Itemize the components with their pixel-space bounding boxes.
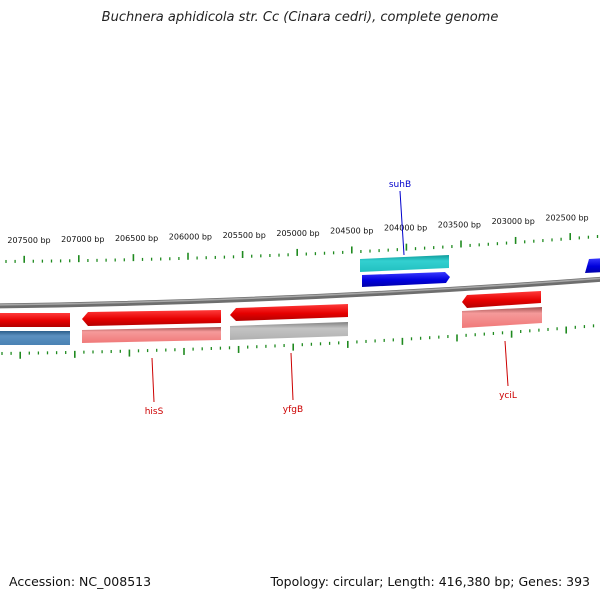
scale-labels: 207500 bp 207000 bp 206500 bp 206000 bp 2055… — [7, 213, 588, 244]
genome-summary: Topology: circular; Length: 416,380 bp; … — [270, 574, 591, 589]
scale-label: 206500 bp — [115, 234, 158, 243]
gene-yciL-arrow[interactable] — [462, 291, 541, 308]
gene-label-suhB[interactable]: suhB — [389, 180, 411, 190]
gene-yciL-pink-segment[interactable] — [462, 307, 542, 328]
gene-label-yfgB[interactable]: yfgB — [283, 405, 303, 415]
yciL-callout-line — [504, 340, 509, 387]
gene-yfgB-grey-segment[interactable] — [230, 322, 348, 340]
suhB-callout-line — [399, 190, 405, 256]
scale-label: 204000 bp — [384, 224, 427, 233]
gene-edge-blue-arrow[interactable] — [585, 258, 600, 273]
scale-label: 206000 bp — [169, 233, 212, 242]
scale-label: 202500 bp — [545, 213, 588, 222]
scale-label: 207000 bp — [61, 235, 104, 244]
hisS-callout-line — [151, 357, 155, 403]
gene-left-red-segment[interactable] — [0, 313, 70, 327]
scale-label: 203000 bp — [492, 217, 535, 226]
gene-yfgB-arrow[interactable] — [230, 304, 348, 321]
accession-label: Accession: NC_008513 — [9, 574, 152, 589]
inner-tick-marks — [1, 324, 595, 359]
gene-left-steel-segment[interactable] — [0, 331, 70, 345]
gene-suhB-cyan-segment[interactable] — [360, 255, 449, 272]
yfgB-callout-line — [290, 352, 294, 401]
scale-label: 205000 bp — [276, 229, 319, 238]
gene-label-hisS[interactable]: hisS — [145, 407, 164, 417]
gene-label-yciL[interactable]: yciL — [499, 391, 517, 401]
scale-label: 207500 bp — [7, 236, 50, 245]
outer-tick-marks — [5, 233, 599, 263]
gene-hisS-arrow[interactable] — [82, 310, 221, 326]
scale-label: 205500 bp — [223, 231, 266, 240]
gene-suhB-arrow[interactable] — [362, 272, 450, 287]
scale-label: 204500 bp — [330, 226, 373, 235]
genome-title: Buchnera aphidicola str. Cc (Cinara cedr… — [101, 10, 499, 25]
genome-backbone — [0, 276, 600, 309]
gene-hisS-pink-segment[interactable] — [82, 327, 221, 343]
scale-label: 203500 bp — [438, 221, 481, 230]
